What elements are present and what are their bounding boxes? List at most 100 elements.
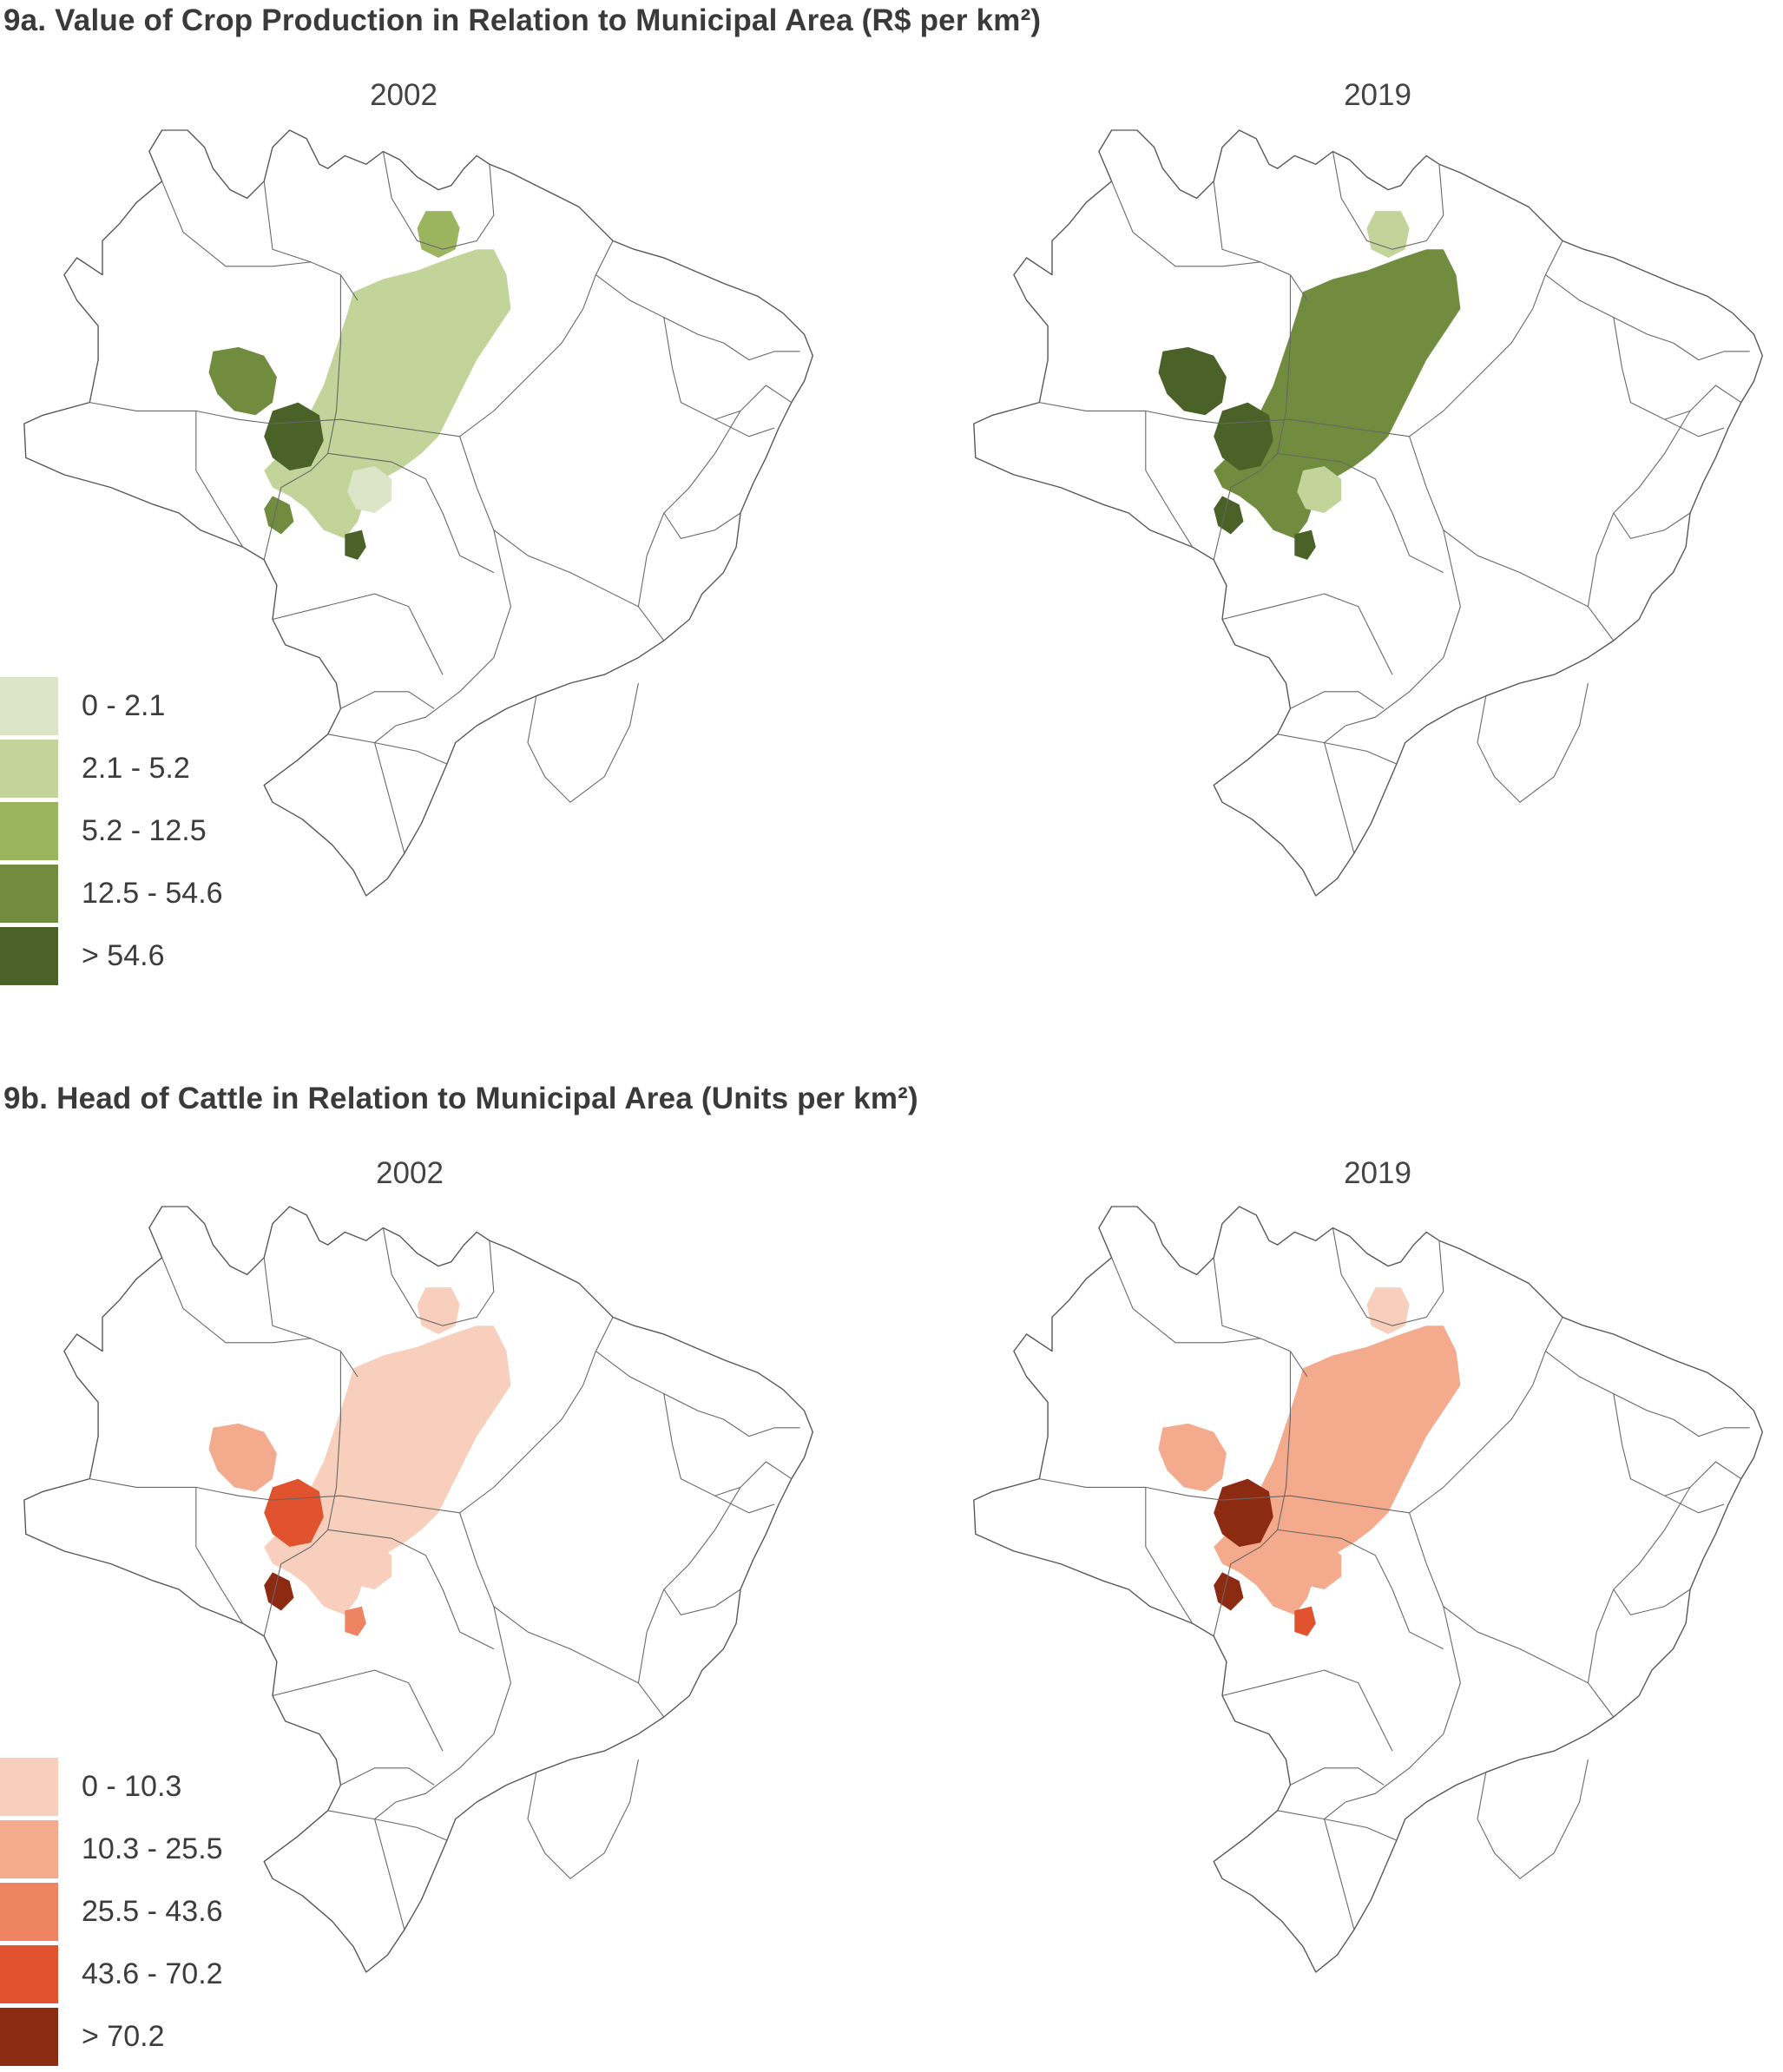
panel-b-title: 9b. Head of Cattle in Relation to Munici… [3,1082,918,1115]
state-border [1277,733,1398,765]
legend-swatch [0,1820,58,1878]
state-border [1221,418,1410,437]
state-border [1332,151,1444,250]
legend-crop: 0 - 2.1 2.1 - 5.2 5.2 - 12.5 12.5 - 54.6 > 5… [0,677,223,990]
state-border [374,530,511,744]
choropleth-region [264,402,324,470]
country-outline [973,129,1763,897]
legend-swatch [0,677,58,735]
state-border [1277,452,1444,574]
state-border [1613,1589,1691,1616]
legend-label: 10.3 - 25.5 [82,1832,223,1865]
panel-a-year-left: 2002 [370,78,438,112]
choropleth-region [347,1542,392,1589]
state-border [1587,385,1742,607]
choropleth-region [345,530,366,560]
panel-b-year-left: 2002 [376,1156,444,1190]
state-border [1673,342,1750,361]
choropleth-region [417,1287,460,1334]
choropleth-region [1214,1572,1244,1611]
state-border [272,418,460,437]
choropleth-region [264,249,511,539]
state-border [272,593,444,675]
state-border [723,342,800,361]
choropleth-region [1214,249,1461,539]
state-border [459,1512,665,1718]
legend-swatch [0,927,58,985]
state-border [1613,1393,1691,1496]
legend-swatch [0,1758,58,1816]
state-border [1587,1461,1742,1683]
map-crop-2019 [973,129,1763,897]
state-border [1221,1669,1393,1752]
legend-item: > 54.6 [0,927,223,985]
state-border [1673,1418,1750,1437]
choropleth-region [1366,1287,1410,1334]
panel-a-year-right: 2019 [1344,78,1411,112]
legend-swatch [0,1945,58,2003]
state-border [195,1487,244,1624]
state-border [1213,274,1291,561]
state-border [1324,742,1355,854]
legend-label: 0 - 2.1 [82,689,166,722]
legend-label: 43.6 - 70.2 [82,1957,223,1990]
state-border [1332,1227,1444,1326]
legend-item: 0 - 2.1 [0,677,223,735]
map-cattle-2002 [23,1206,813,1973]
state-border [527,682,639,803]
state-border [1290,1767,1385,1786]
choropleth-region [1294,530,1316,560]
state-border [1290,691,1385,709]
state-border [340,1767,435,1786]
state-border [459,436,665,641]
choropleth-region [264,1572,294,1611]
state-border [663,317,741,420]
state-border [637,385,793,607]
state-border [1213,181,1261,263]
choropleth-region [1297,1542,1342,1589]
state-border [1221,1495,1410,1514]
state-border [1111,1257,1308,1378]
choropleth-region [208,346,277,416]
state-border [1277,1529,1444,1650]
state-border [637,1461,793,1683]
legend-item: 12.5 - 54.6 [0,865,223,923]
state-border [1477,682,1589,803]
state-border [161,1257,359,1378]
state-border [263,181,312,263]
state-border [1664,418,1725,437]
state-border [1613,317,1691,420]
legend-item: 25.5 - 43.6 [0,1883,223,1941]
legend-label: 25.5 - 43.6 [82,1895,223,1928]
state-border [374,1819,405,1931]
legend-label: 5.2 - 12.5 [82,814,207,847]
legend-item: 2.1 - 5.2 [0,740,223,798]
state-border [1324,530,1461,744]
state-border [1324,1819,1355,1931]
choropleth-region [1214,1325,1461,1615]
choropleth-region [1214,402,1273,470]
state-border [527,1759,639,1879]
choropleth-region [417,211,460,258]
country-outline [973,1206,1763,1973]
legend-swatch [0,802,58,860]
state-border [1324,1606,1461,1820]
legend-swatch [0,740,58,798]
map-cattle-2019 [973,1206,1763,1973]
choropleth-region [264,1478,324,1547]
choropleth-region [347,466,392,513]
legend-item: 43.6 - 70.2 [0,1945,223,2003]
legend-swatch [0,865,58,923]
state-border [327,733,448,765]
choropleth-region [1214,496,1244,535]
state-border [1409,436,1615,641]
state-border [195,411,244,548]
state-border [340,691,435,709]
state-border [663,512,741,540]
state-border [272,1669,444,1752]
legend-label: > 54.6 [82,939,165,972]
choropleth-region [1214,1478,1273,1547]
choropleth-region [264,1325,511,1615]
legend-item: 5.2 - 12.5 [0,802,223,860]
state-border [327,1810,448,1841]
